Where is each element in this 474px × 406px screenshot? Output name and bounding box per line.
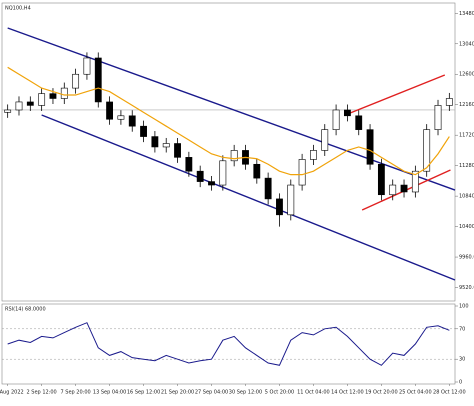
y-tick-label: 13480.00 — [459, 11, 474, 17]
rsi-tick-label: 70 — [459, 326, 465, 332]
candle-body — [389, 184, 397, 196]
candle-body — [151, 136, 159, 148]
candle-body — [174, 143, 181, 158]
candle-body — [72, 73, 80, 89]
x-tick-label: 14 Oct 12:00 — [331, 390, 364, 396]
y-tick-label: 9520.00 — [459, 285, 474, 291]
candle-body — [355, 115, 363, 130]
candle-body — [445, 98, 453, 106]
candle-body — [230, 150, 238, 162]
x-tick-label: 7 Sep 20:00 — [61, 390, 91, 396]
y-tick-label: 11280.00 — [459, 163, 474, 169]
candle-body — [128, 115, 136, 127]
y-tick-label: 12600.00 — [459, 72, 474, 78]
x-tick-label: 27 Sep 04:00 — [195, 390, 228, 396]
candle-body — [185, 157, 193, 172]
candle-body — [4, 109, 12, 113]
candle-body — [106, 101, 114, 120]
x-tick-label: 21 Sep 20:00 — [161, 390, 194, 396]
candle-body — [83, 57, 91, 75]
candle-body — [287, 184, 295, 216]
x-tick-label: 25 Aug 2022 — [0, 390, 24, 396]
candle-body — [366, 129, 374, 165]
candle-body — [49, 93, 57, 99]
candle-body — [208, 181, 215, 186]
x-tick-label: 28 Oct 12:00 — [433, 390, 466, 396]
rsi-panel — [1, 303, 456, 385]
x-tick-label: 2 Sep 12:00 — [27, 390, 57, 396]
candle-body — [321, 129, 329, 151]
y-tick-label: 11720.00 — [459, 133, 474, 139]
x-tick-label: 16 Sep 12:00 — [127, 390, 160, 396]
x-tick-label: 30 Sep 12:00 — [229, 390, 262, 396]
candle-body — [276, 198, 283, 216]
rsi-tick-label: 0 — [459, 380, 462, 386]
candle-body — [298, 159, 306, 186]
rsi-tick-label: 30 — [459, 357, 465, 363]
moving-average — [7, 66, 450, 176]
candle-body — [310, 150, 317, 160]
candle-body — [94, 57, 102, 103]
candle-body — [332, 109, 340, 130]
trendline — [344, 74, 446, 116]
candle-body — [38, 93, 46, 106]
candle-body — [434, 105, 442, 130]
trendline — [41, 114, 456, 281]
x-tick-label: 13 Sep 04:00 — [93, 390, 126, 396]
rsi-title: RSI(14) 68.0000 — [5, 307, 46, 313]
y-tick-label: 10400.00 — [459, 224, 474, 230]
x-tick-label: 11 Oct 04:00 — [297, 390, 330, 396]
candle-body — [400, 184, 408, 193]
candle-body — [343, 109, 351, 117]
candle-body — [264, 177, 272, 200]
y-tick-label: 10840.00 — [459, 194, 474, 200]
main-panel — [1, 2, 456, 302]
y-tick-label: 12160.00 — [459, 102, 474, 108]
y-tick-label: 9960.00 — [459, 255, 474, 261]
trendline — [7, 27, 456, 191]
candle-body — [196, 170, 204, 182]
candle-body — [60, 87, 68, 99]
candle-body — [140, 125, 147, 137]
rsi-line — [7, 322, 450, 366]
x-tick-label: 19 Oct 20:00 — [365, 390, 398, 396]
rsi-tick-label: 100 — [459, 304, 469, 310]
candle-body — [219, 160, 227, 186]
chart-title: NQ100,H4 — [5, 6, 31, 12]
candle-body — [411, 170, 419, 193]
x-tick-label: 25 Oct 04:00 — [399, 390, 432, 396]
y-tick-label: 13040.00 — [459, 41, 474, 47]
candle-body — [253, 163, 261, 179]
candle-body — [26, 101, 34, 106]
candle-body — [162, 143, 170, 148]
candle-body — [15, 101, 23, 111]
x-tick-label: 5 Oct 20:00 — [265, 390, 294, 396]
candle-body — [423, 129, 431, 172]
candle-body — [117, 115, 125, 120]
candle-body — [377, 163, 385, 196]
